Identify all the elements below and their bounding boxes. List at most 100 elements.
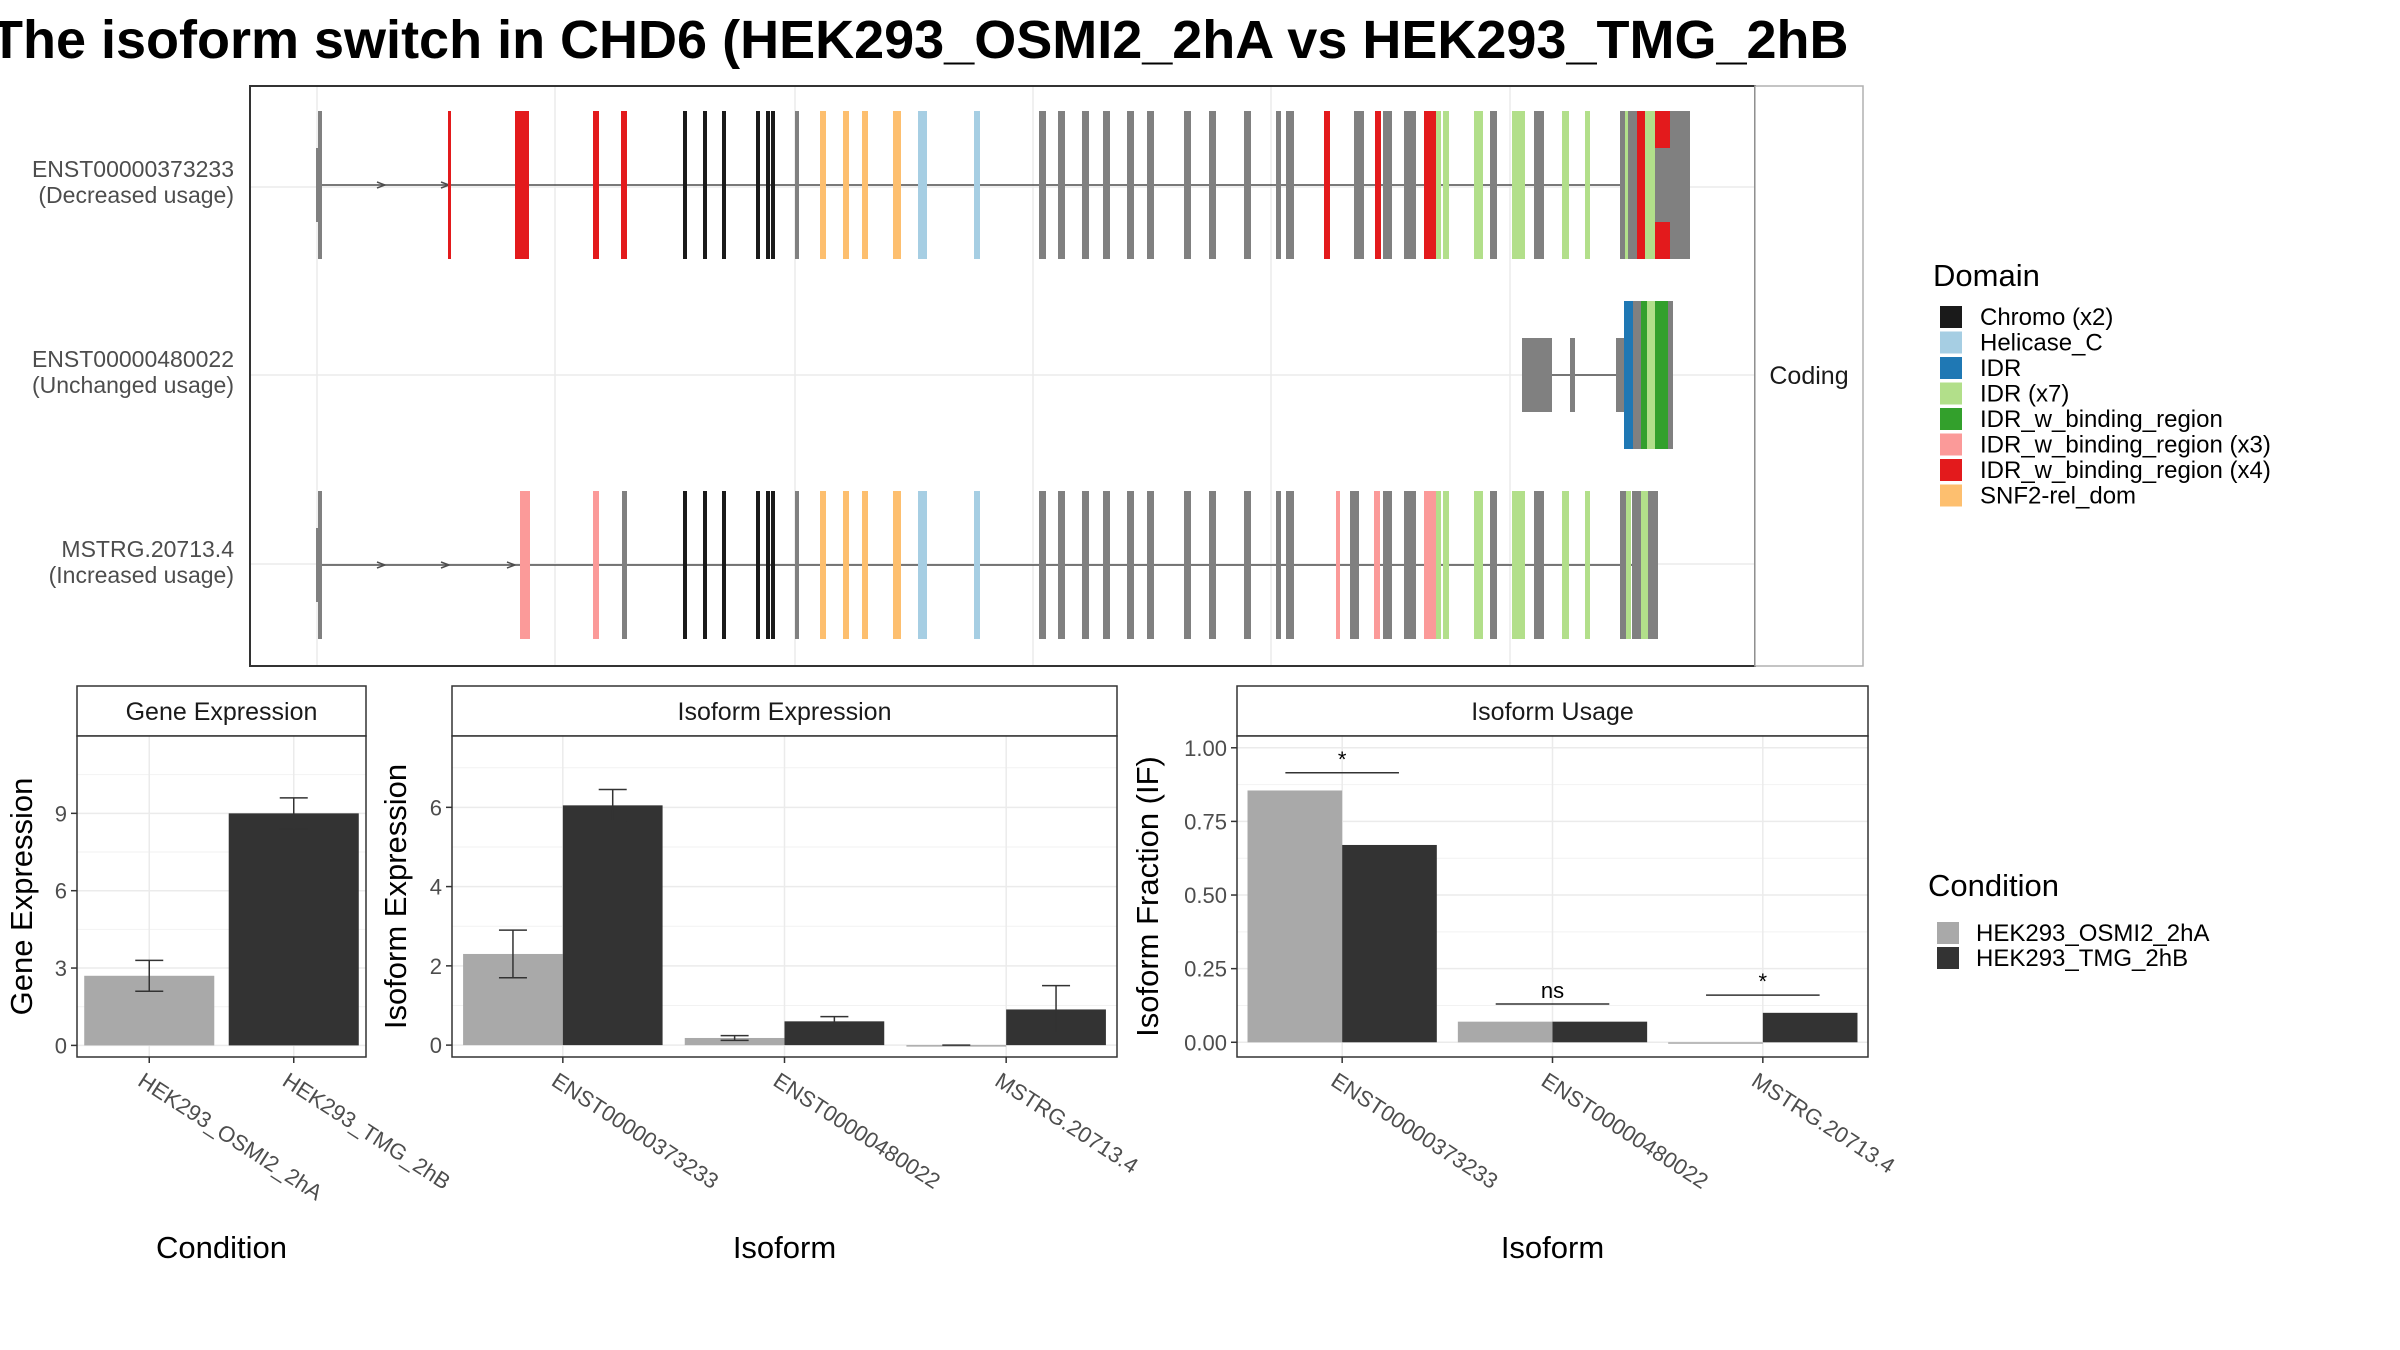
error-bar [720, 1034, 749, 1042]
domain-exon [1424, 111, 1436, 259]
first-exon [316, 148, 320, 222]
isoform-usage-label: (Decreased usage) [38, 182, 234, 208]
error-bar [279, 797, 308, 830]
domain-exon [1336, 491, 1340, 639]
condition-legend-title: Condition [1928, 868, 2059, 903]
exon [1058, 111, 1065, 259]
exon [1103, 491, 1110, 639]
domain-exon [1641, 491, 1649, 639]
exon [1058, 491, 1065, 639]
domain-exon [893, 491, 901, 639]
exon [1147, 111, 1154, 259]
domain-exon [515, 111, 529, 259]
domain-exon [756, 111, 760, 259]
condition-legend-swatch [1937, 947, 1959, 969]
exon [1039, 491, 1046, 639]
exon [1184, 491, 1191, 639]
intron-arrow [376, 181, 388, 189]
x-axis-title: Isoform [733, 1230, 836, 1265]
domain-exon [771, 491, 775, 639]
figure-title: The isoform switch in CHD6 (HEK293_OSMI2… [0, 10, 1849, 70]
domain-exon [1375, 111, 1381, 259]
domain-exon [918, 491, 927, 639]
domain-legend-swatch [1940, 459, 1962, 481]
domain-legend-label: IDR (x7) [1980, 381, 2069, 408]
error-bar [135, 959, 164, 993]
domain-exon [1625, 111, 1630, 259]
utr-block [1522, 338, 1552, 412]
domain-exon [820, 491, 826, 639]
domain-exon [771, 111, 775, 259]
exon [1404, 491, 1416, 639]
x-tick-label: ENST00000373233 [547, 1068, 723, 1194]
domain-exon [448, 111, 451, 259]
domain-exon [766, 111, 770, 259]
coding-strip [1754, 85, 1864, 667]
domain-exon [1324, 111, 1330, 259]
x-tick-label: ENST00000373233 [1327, 1068, 1503, 1194]
exon [1354, 111, 1364, 259]
exon [1286, 491, 1294, 639]
domain-legend-label: SNF2-rel_dom [1980, 483, 2136, 510]
domain-exon [1585, 491, 1590, 639]
y-axis-title: Isoform Expression [378, 764, 413, 1029]
intron-arrow [506, 561, 518, 569]
isoform-usage-label: (Increased usage) [49, 562, 234, 588]
domain-exon [862, 491, 868, 639]
exon [1632, 491, 1641, 639]
exon [1082, 491, 1089, 639]
domain-exon [756, 491, 760, 639]
exon [1383, 111, 1392, 259]
domain-exon [1512, 111, 1521, 259]
facet-strip [1236, 685, 1869, 737]
exon [1534, 491, 1544, 639]
domain-legend-swatch [1940, 357, 1962, 379]
domain-legend-label: Helicase_C [1980, 330, 2103, 357]
domain-exon [1645, 111, 1655, 259]
isoform-expression-chart: Isoform Expression 0 2 4 6 ENST00000373233 ENS… [378, 685, 1143, 1265]
isoform-usage-label: (Unchanged usage) [32, 372, 234, 398]
domain-exon [722, 111, 726, 259]
exon [1244, 491, 1251, 639]
domain-exon [1641, 301, 1647, 449]
error-bar [1042, 984, 1071, 1034]
exon [1648, 491, 1658, 639]
chart-title: Isoform Usage [1471, 698, 1634, 726]
y-axis-title: Gene Expression [4, 778, 39, 1016]
domain-exon [974, 111, 980, 259]
domain-exon [593, 491, 599, 639]
exon [1082, 111, 1089, 259]
domain-exon [1562, 491, 1569, 639]
domain-exon [1474, 111, 1483, 259]
domain-legend-swatch [1940, 331, 1962, 354]
domain-legend-swatch [1940, 382, 1962, 405]
y-tick-label: 4 [430, 875, 442, 900]
exon [622, 491, 627, 639]
bar [1762, 1012, 1858, 1043]
domain-exon [820, 111, 826, 259]
exon [1276, 111, 1281, 259]
exon [1244, 111, 1251, 259]
isoform-id-label: ENST00000373233 [32, 156, 234, 182]
bar [1552, 1021, 1648, 1043]
domain-exon [1436, 111, 1441, 259]
exon [795, 111, 799, 259]
significance-label: * [1759, 969, 1768, 994]
domain-exon [722, 491, 726, 639]
bar [1247, 790, 1343, 1043]
exon [1668, 301, 1673, 449]
isoform-usage-chart: Isoform Usage 0.00 0.25 0.50 0.75 1.00 * ns * ENS… [1130, 685, 1899, 1265]
bar [1668, 1042, 1763, 1044]
domain-exon [1562, 111, 1569, 259]
domain-exon [1443, 491, 1449, 639]
domain-legend-swatch [1940, 484, 1962, 507]
y-tick-label: 6 [430, 795, 442, 820]
exon [1286, 111, 1294, 259]
domain-exon [683, 491, 687, 639]
exon [1147, 491, 1154, 639]
domain-exon [1519, 111, 1525, 259]
domain-exon [703, 491, 707, 639]
error-bar [498, 929, 527, 979]
